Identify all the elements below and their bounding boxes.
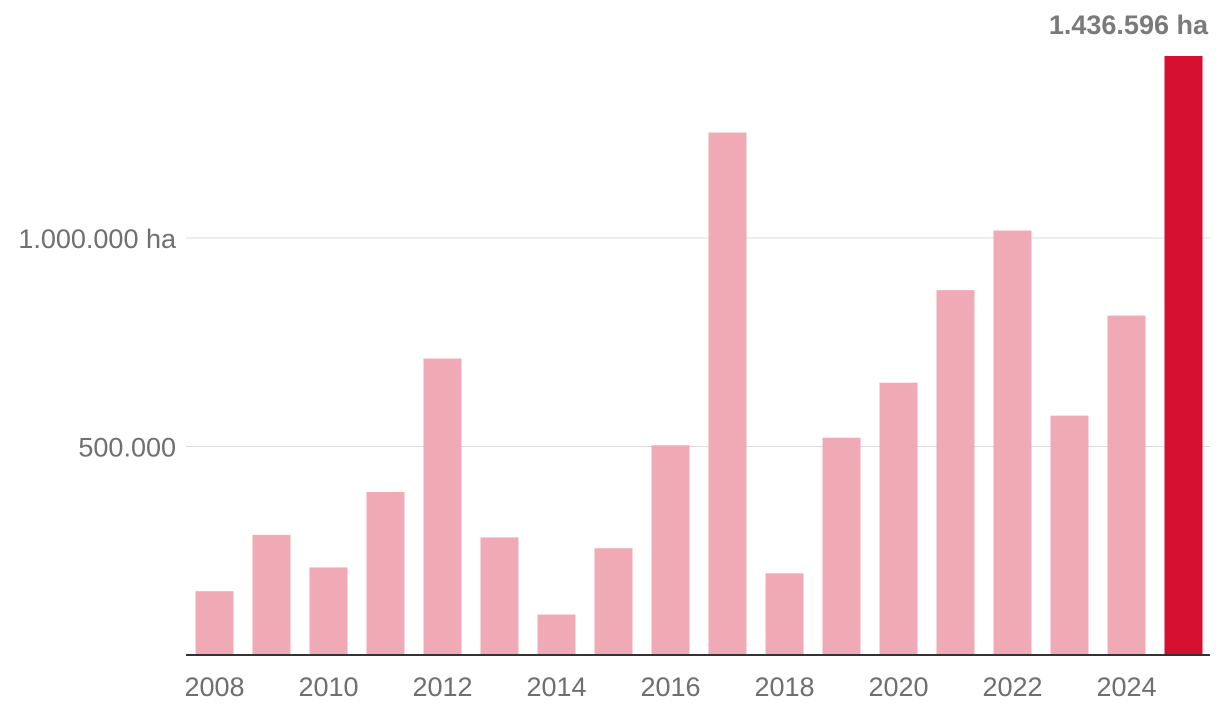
bar-2021 (936, 290, 975, 655)
bar-2013 (480, 537, 519, 655)
bar-2016 (651, 445, 690, 655)
x-tick-label: 2016 (640, 672, 700, 702)
bar-2023 (1050, 415, 1089, 655)
grid-lines: 500.000 1.000.000 ha (18, 224, 1210, 463)
x-tick-labels: 2008 2010 2012 2014 2016 2018 2020 2022 2024 (184, 672, 1156, 702)
x-tick-label: 2020 (868, 672, 928, 702)
y-tick-label: 500.000 (78, 433, 176, 463)
x-tick-label: 2022 (982, 672, 1042, 702)
x-tick-label: 2010 (298, 672, 358, 702)
bar-2019 (822, 437, 861, 655)
x-tick-label: 2014 (526, 672, 586, 702)
bar-2015 (594, 548, 633, 655)
bar-2010 (309, 567, 348, 655)
bar-2011 (366, 491, 405, 655)
bar-2012 (423, 358, 462, 655)
bar-2008 (195, 591, 234, 655)
bar-2017 (708, 132, 747, 655)
bar-2018 (765, 573, 804, 655)
y-tick-label: 1.000.000 ha (18, 224, 177, 254)
highlight-value-label: 1.436.596 ha (1049, 10, 1209, 40)
bar-2009 (252, 534, 291, 655)
bar-2024 (1107, 315, 1146, 655)
x-tick-label: 2024 (1096, 672, 1156, 702)
bar-2014 (537, 614, 576, 655)
bars (195, 56, 1203, 655)
x-tick-label: 2018 (754, 672, 814, 702)
x-tick-label: 2008 (184, 672, 244, 702)
bar-2020 (879, 382, 918, 655)
bar-2022 (993, 230, 1032, 655)
bar-highlight-2025 (1164, 56, 1203, 655)
x-tick-label: 2012 (412, 672, 472, 702)
